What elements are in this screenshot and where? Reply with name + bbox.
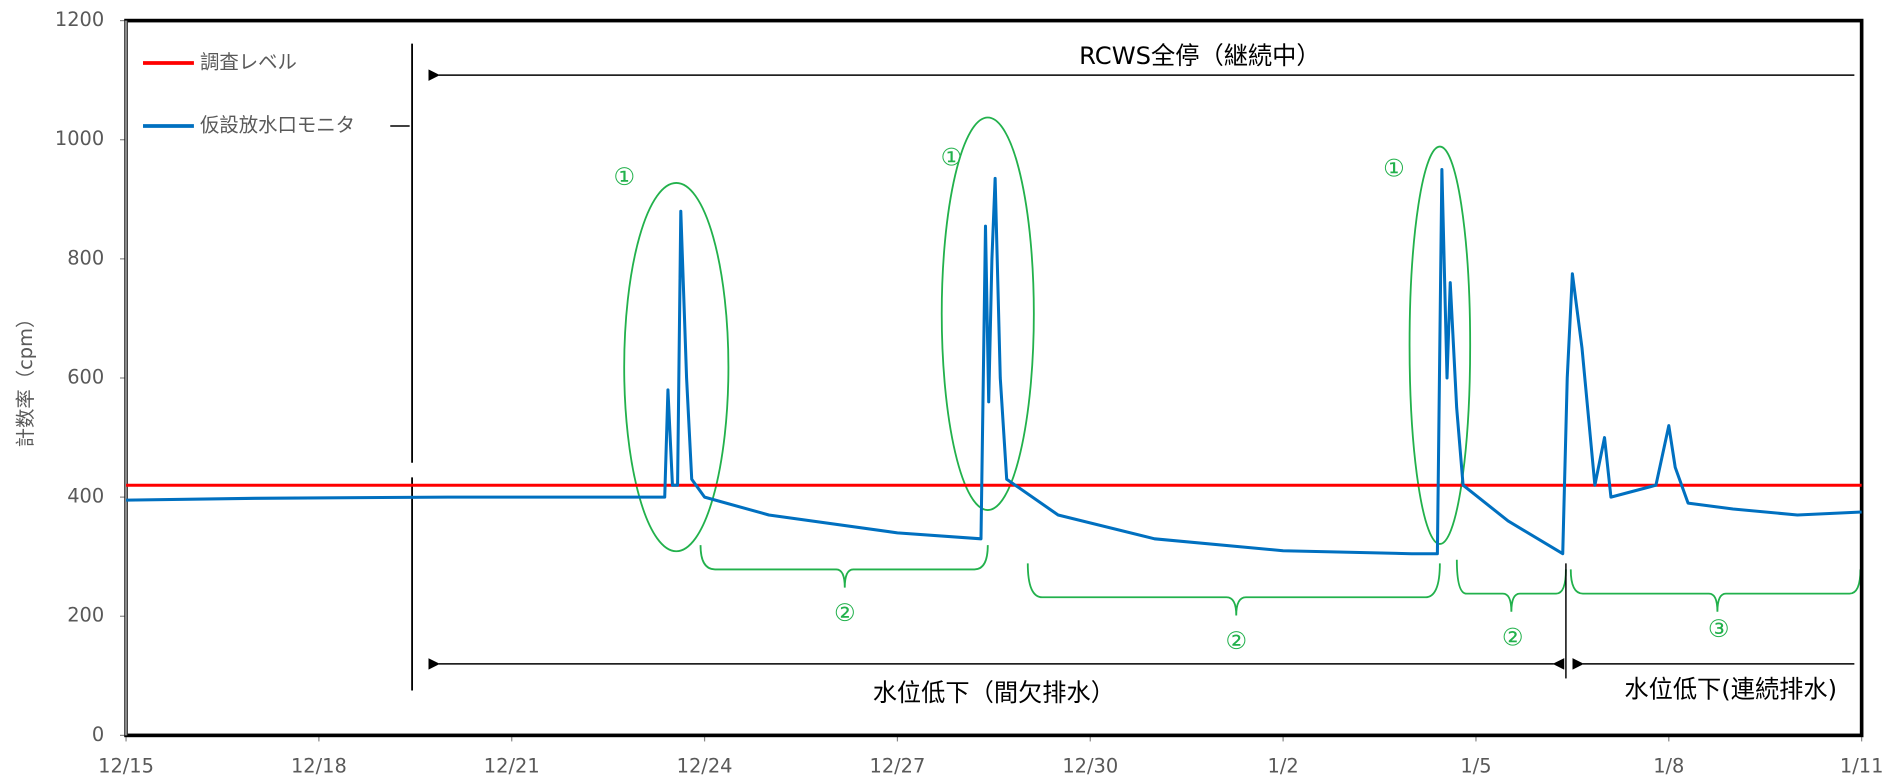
annotation: RCWS全停（継続中） [1079,42,1320,70]
y-tick-label: 0 [92,723,104,746]
x-tick-label: 12/24 [677,754,733,777]
y-tick-label: 1000 [55,127,104,150]
x-tick-label: 12/27 [869,754,925,777]
bracket [699,545,989,588]
annotation: ③ [1708,615,1730,643]
y-axis-label: 計数率（cpm） [14,309,37,448]
ellipse [940,116,1035,511]
legend-label: 仮設放水口モニタ [200,113,355,136]
annotation-shapes [390,43,1862,691]
y-tick-label: 600 [67,365,104,388]
annotation: ② [834,599,856,627]
annotation: ② [1225,627,1247,655]
x-tick-label: 12/21 [484,754,540,777]
series-line [126,167,1862,556]
y-tick-label: 800 [67,246,104,269]
x-tick-label: 1/11 [1840,754,1884,777]
annotation: ① [613,163,635,191]
x-tick-label: 1/8 [1653,754,1684,777]
x-tick-label: 12/15 [98,754,154,777]
x-tick-label: 1/2 [1268,754,1299,777]
bracket [1026,563,1441,616]
y-tick-label: 200 [67,604,104,627]
plot-frame [124,18,1864,738]
x-tick-label: 1/5 [1460,754,1491,777]
y-tick-label: 1200 [55,8,104,31]
annotation: ② [1502,623,1524,651]
legend-label: 調査レベル [200,51,297,74]
x-tick-label: 12/18 [291,754,347,777]
bracket [1569,569,1862,612]
ellipse [1408,145,1472,545]
ellipse [623,182,730,553]
annotation: ① [941,144,963,172]
annotation: 水位低下(連続排水) [1624,676,1837,704]
annotation: ① [1383,155,1405,183]
x-tick-label: 12/30 [1062,754,1118,777]
y-tick-label: 400 [67,485,104,508]
bracket [1455,559,1567,612]
annotation: 水位低下（間欠排水） [873,679,1115,707]
